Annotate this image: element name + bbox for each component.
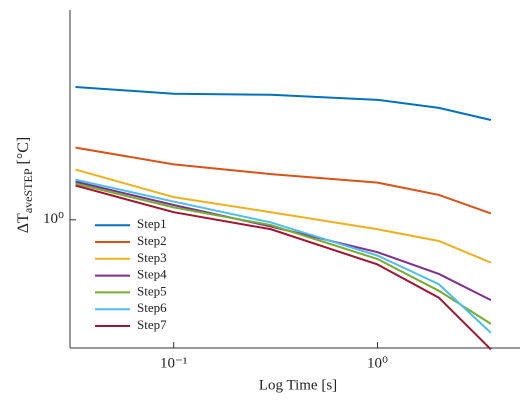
legend-label: Step6 — [137, 300, 167, 315]
y-label-main: ΔT — [15, 213, 32, 233]
legend-label: Step4 — [137, 267, 167, 282]
series-line — [75, 184, 492, 351]
x-tick-label: 10⁻¹ — [160, 355, 187, 371]
y-tick-label: 10⁰ — [43, 211, 64, 227]
legend-label: Step3 — [137, 250, 167, 265]
legend-label: Step7 — [137, 317, 167, 332]
legend-label: Step1 — [137, 216, 167, 231]
legend-label: Step2 — [137, 233, 167, 248]
legend-label: Step5 — [137, 283, 167, 298]
series-line — [75, 168, 492, 264]
y-label-sub: aveSTEP — [21, 168, 35, 213]
series-line — [75, 178, 492, 334]
series-line — [75, 146, 492, 215]
y-label-unit: [°C] — [15, 137, 32, 165]
series-line — [75, 85, 492, 121]
y-axis-label: ΔTaveSTEP [°C] — [15, 137, 35, 233]
x-axis-label: Log Time [s] — [259, 377, 337, 393]
x-tick-label: 10⁰ — [367, 355, 388, 371]
series-line — [75, 182, 492, 325]
